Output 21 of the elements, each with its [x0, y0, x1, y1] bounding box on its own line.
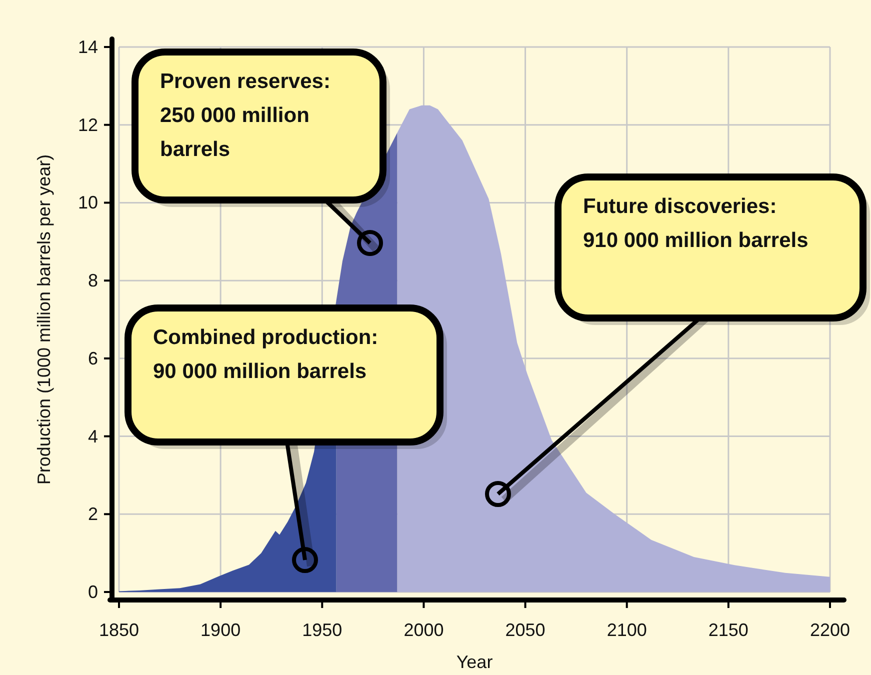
annotation: Future discoveries: 910 000 million barrels: [583, 195, 808, 252]
y-tick-label: 4: [88, 426, 98, 446]
x-tick-label: 1950: [302, 620, 342, 640]
x-tick-label: 2000: [404, 620, 444, 640]
y-tick-label: 10: [78, 192, 98, 213]
y-tick-label: 2: [88, 504, 98, 524]
annotation: Proven reserves: 250 000 million barrels: [160, 70, 330, 161]
x-axis-title: Year: [456, 652, 493, 672]
y-tick-label: 0: [88, 582, 98, 602]
x-tick-label: 1900: [200, 620, 241, 640]
y-tick-label: 8: [88, 270, 98, 291]
x-tick-label: 1850: [98, 620, 140, 640]
x-tick-label: 2150: [708, 620, 748, 640]
x-tick-label: 2100: [606, 620, 647, 640]
x-tick-label: 2050: [505, 620, 546, 640]
annotation: Combined production: 90 000 million barrels: [153, 326, 378, 383]
y-tick-label: 14: [78, 37, 98, 57]
x-tick-label: 2200: [810, 620, 850, 640]
y-tick-label: 12: [78, 114, 98, 135]
y-axis-title: Production (1000 million barrels per year): [34, 154, 54, 485]
y-tick-label: 6: [88, 348, 98, 368]
